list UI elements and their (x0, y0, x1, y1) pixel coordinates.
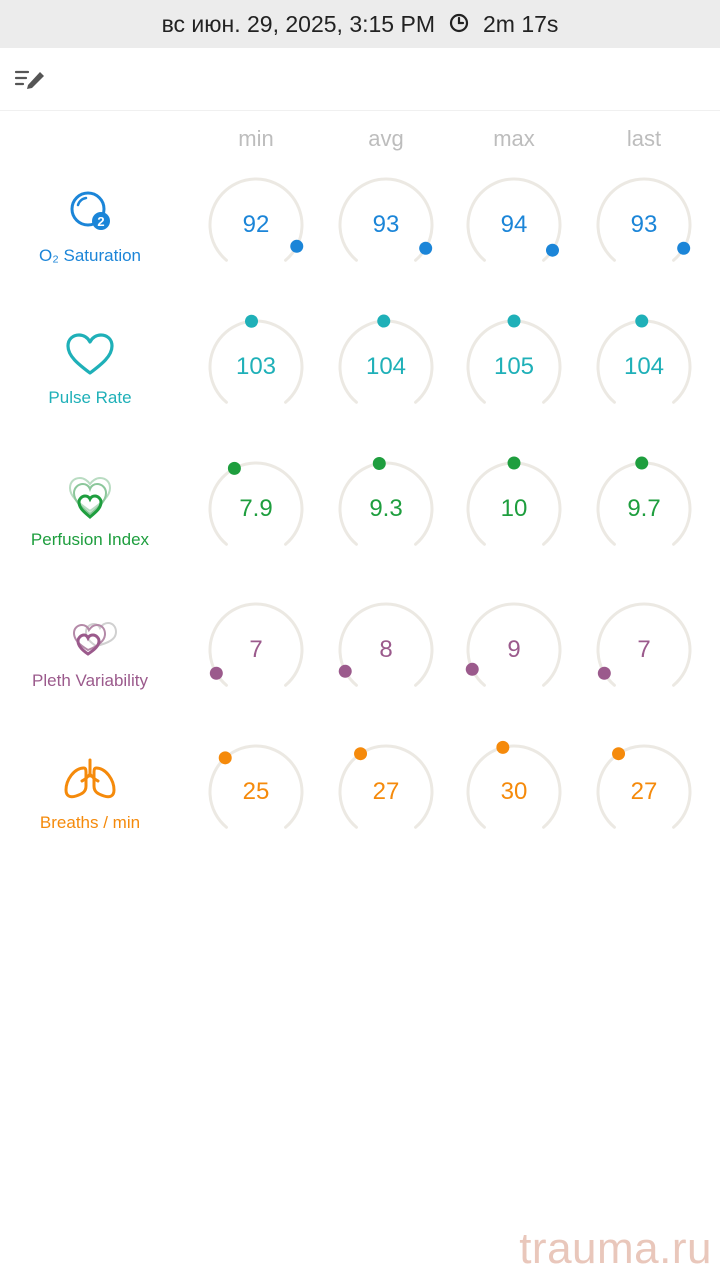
watermark: trauma.ru (519, 1224, 712, 1273)
gauge-value: 7 (637, 636, 651, 663)
column-header-avg: avg (368, 126, 404, 151)
gauge-pulse-avg: 104 (336, 314, 436, 417)
gauge-marker (465, 662, 479, 676)
metric-label-pulse: Pulse Rate (48, 388, 132, 407)
gauge-o2-avg: 93 (336, 175, 436, 275)
gauge-value: 8 (379, 636, 393, 663)
gauge-value: 30 (500, 778, 528, 805)
gauge-pleth-last: 7 (594, 600, 694, 700)
perfusion-hearts-icon (60, 473, 120, 519)
gauge-marker (209, 666, 223, 680)
gauge-perfusion-min: 7.9 (206, 459, 306, 559)
session-date: вс июн. 29, 2025, 3:15 PM (161, 10, 435, 37)
column-header-last: last (626, 126, 662, 151)
gauge-perfusion-max: 10 (464, 456, 564, 559)
gauge-pleth-max: 9 (464, 600, 564, 700)
gauge-pulse-last: 104 (594, 314, 694, 417)
gauge-marker (218, 751, 232, 765)
gauge-value: 9 (507, 636, 521, 663)
svg-text:2: 2 (97, 214, 104, 229)
gauge-marker (545, 243, 559, 257)
gauge-value: 94 (500, 211, 528, 238)
column-header-max: max (493, 126, 535, 151)
gauge-value: 9.3 (369, 495, 403, 522)
gauge-marker (290, 239, 304, 253)
session-duration: 2m 17s (482, 10, 559, 37)
gauge-pulse-max: 105 (464, 314, 564, 417)
gauge-pleth-avg: 8 (336, 600, 436, 700)
gauge-value: 93 (630, 211, 658, 238)
gauge-breaths-min: 25 (206, 742, 306, 842)
gauge-value: 25 (242, 778, 270, 805)
gauge-value: 93 (372, 211, 400, 238)
gauge-pleth-min: 7 (206, 600, 306, 700)
clock-icon (449, 12, 469, 39)
gauge-value: 92 (242, 211, 270, 238)
gauge-marker (496, 740, 510, 754)
gauge-marker (338, 664, 352, 678)
edit-notes-icon[interactable] (14, 66, 48, 92)
gauge-marker (597, 666, 611, 680)
gauge-perfusion-last: 9.7 (594, 456, 694, 559)
gauge-value: 7.9 (239, 495, 273, 522)
gauge-o2-min: 92 (206, 175, 306, 275)
heart-icon (60, 331, 120, 377)
status-header: вс июн. 29, 2025, 3:15 PM 2m 17s (0, 0, 720, 48)
metric-label-perfusion: Perfusion Index (30, 530, 150, 549)
gauge-value: 104 (623, 353, 665, 380)
gauge-value: 10 (500, 495, 528, 522)
lungs-icon (60, 756, 120, 802)
gauge-value: 27 (372, 778, 400, 805)
gauge-marker (354, 747, 368, 761)
column-header-min: min (238, 126, 274, 151)
gauge-perfusion-avg: 9.3 (336, 456, 436, 559)
metric-label-o2: O₂ Saturation (38, 246, 142, 265)
gauge-marker (419, 241, 433, 255)
toolbar (0, 48, 720, 111)
pleth-hearts-icon (60, 614, 120, 660)
gauge-marker (507, 314, 521, 328)
gauge-marker (227, 461, 241, 475)
gauge-value: 27 (630, 778, 658, 805)
metric-label-breaths: Breaths / min (39, 813, 141, 832)
gauge-value: 105 (493, 353, 535, 380)
gauge-breaths-max: 30 (464, 740, 564, 842)
gauge-marker (245, 314, 259, 328)
gauge-marker (677, 241, 691, 255)
gauge-pulse-min: 103 (206, 314, 306, 417)
gauge-value: 104 (365, 353, 407, 380)
gauge-o2-max: 94 (464, 175, 564, 275)
gauge-breaths-avg: 27 (336, 742, 436, 842)
gauge-marker (635, 314, 649, 328)
gauge-marker (507, 456, 521, 470)
gauge-value: 9.7 (627, 495, 661, 522)
gauge-marker (635, 456, 649, 470)
metric-label-pleth: Pleth Variability (32, 671, 148, 690)
gauge-breaths-last: 27 (594, 742, 694, 842)
o2-bubble-icon: 2 (60, 189, 120, 235)
gauge-marker (377, 314, 391, 328)
gauge-value: 7 (249, 636, 263, 663)
gauge-value: 103 (235, 353, 277, 380)
gauge-o2-last: 93 (594, 175, 694, 275)
gauge-marker (612, 747, 626, 761)
gauge-marker (372, 456, 386, 470)
